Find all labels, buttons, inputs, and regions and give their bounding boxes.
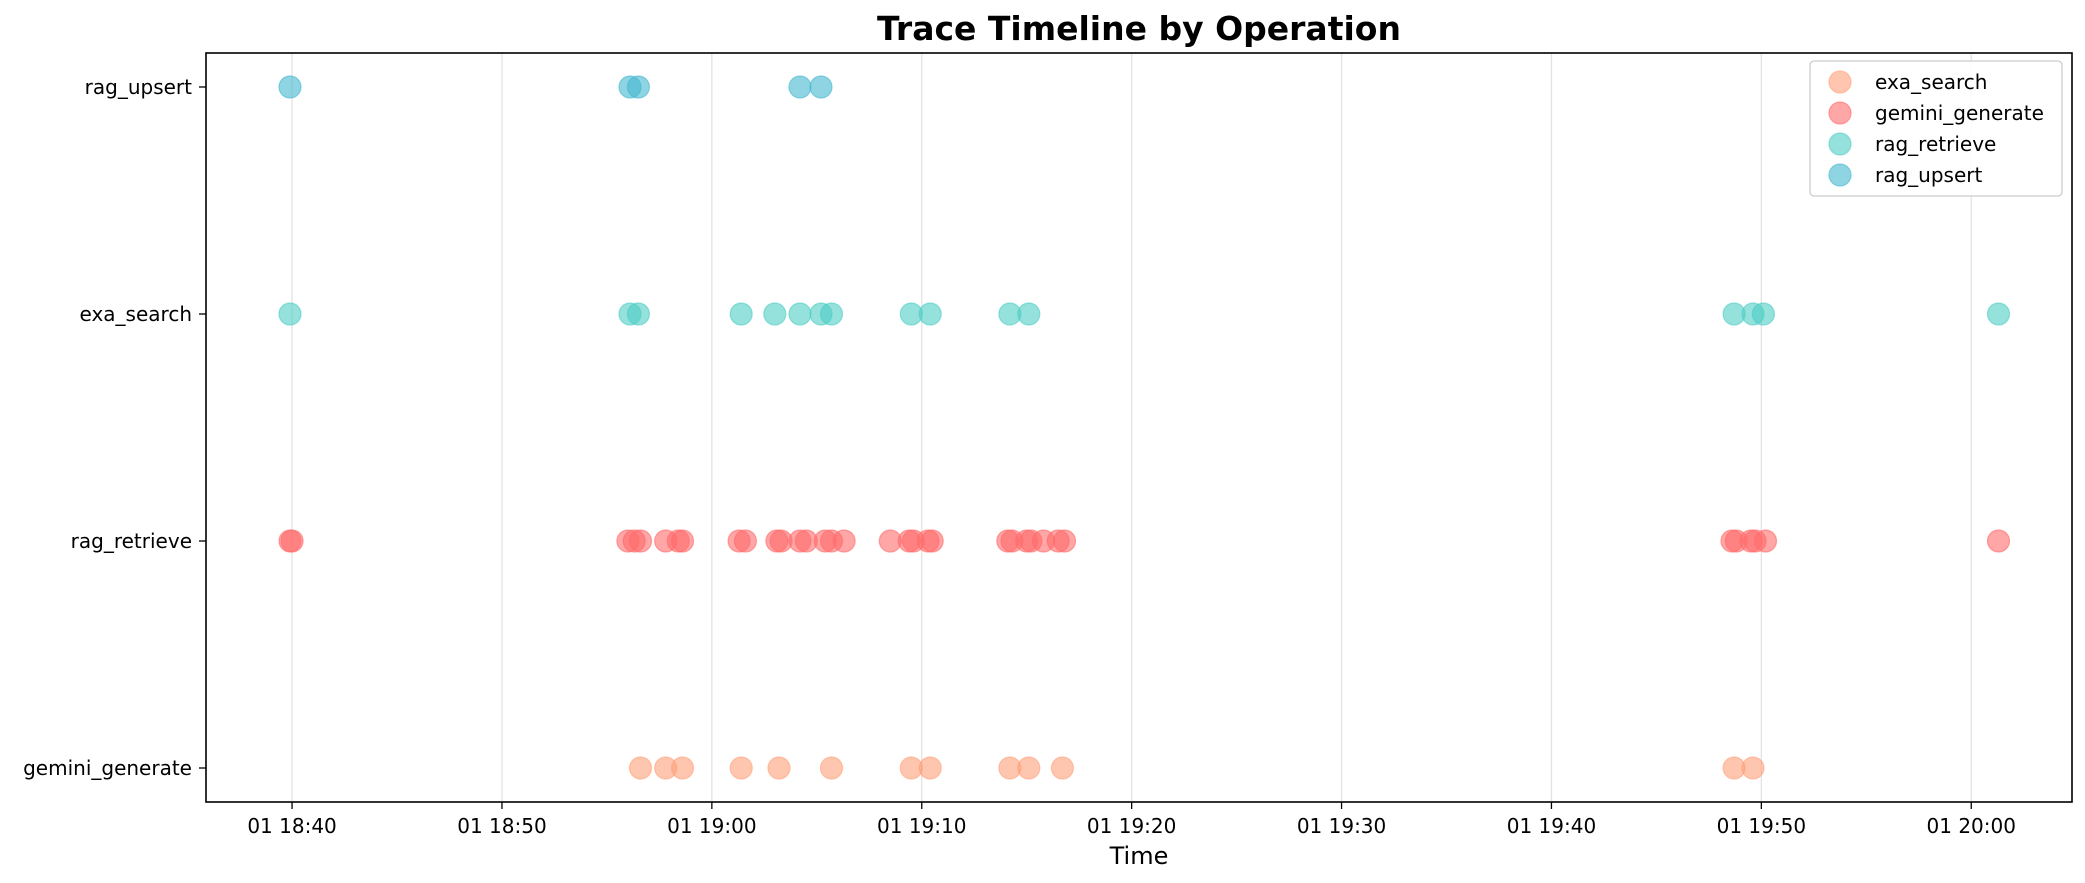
legend-marker <box>1828 101 1852 125</box>
legend-label: exa_search <box>1875 70 1987 94</box>
data-point <box>729 302 753 326</box>
x-tick-label: 01 19:10 <box>877 814 966 838</box>
data-point <box>788 75 812 99</box>
x-tick-label: 01 18:50 <box>457 814 546 838</box>
legend-marker <box>1828 70 1852 94</box>
data-point <box>280 529 304 553</box>
data-point <box>626 75 651 99</box>
data-point <box>832 529 856 553</box>
data-point <box>1751 302 1776 326</box>
data-point <box>1017 302 1041 326</box>
legend-label: rag_upsert <box>1875 163 1982 187</box>
data-point <box>819 302 844 326</box>
legend-marker <box>1828 163 1852 187</box>
y-tick-label: gemini_generate <box>23 756 192 780</box>
data-point <box>1050 756 1075 780</box>
data-point <box>278 302 302 326</box>
x-tick-label: 01 19:50 <box>1717 814 1806 838</box>
y-tick-label: exa_search <box>80 302 192 326</box>
data-point <box>628 529 653 553</box>
data-point <box>788 302 812 326</box>
data-point <box>918 302 942 326</box>
data-point <box>1753 529 1778 553</box>
axes-frame <box>205 52 2073 803</box>
legend-label: rag_retrieve <box>1875 132 1996 156</box>
x-axis-label: Time <box>1109 842 1169 870</box>
data-point <box>767 756 791 780</box>
data-point <box>670 756 695 780</box>
x-tick-label: 01 19:00 <box>667 814 756 838</box>
x-tick-label: 01 19:40 <box>1507 814 1596 838</box>
data-point <box>763 302 787 326</box>
series-gemini_generate <box>278 529 2011 553</box>
y-axis-ticks: gemini_generate rag_retrieve exa_search rag… <box>23 75 206 780</box>
y-tick-label: rag_retrieve <box>71 529 192 553</box>
x-axis-ticks: 01 18:40 01 18:50 01 19:00 01 19:10 01 19:20… <box>247 802 2016 838</box>
data-point <box>1986 302 2011 326</box>
data-point <box>819 756 844 780</box>
y-tick-label: rag_upsert <box>85 75 192 99</box>
data-point <box>278 75 302 99</box>
data-point <box>1052 529 1077 553</box>
data-point <box>670 529 695 553</box>
data-point <box>1741 756 1765 780</box>
legend-marker <box>1828 132 1852 156</box>
legend-box <box>1809 60 2063 197</box>
legend-label: gemini_generate <box>1875 101 2044 125</box>
data-point <box>1986 529 2011 553</box>
data-point <box>626 302 651 326</box>
series-exa_search <box>628 756 1765 780</box>
x-tick-label: 01 19:30 <box>1297 814 1386 838</box>
x-tick-label: 01 18:40 <box>247 814 336 838</box>
data-point <box>1017 756 1041 780</box>
x-tick-label: 01 20:00 <box>1927 814 2016 838</box>
data-point <box>920 529 944 553</box>
data-point <box>729 756 753 780</box>
points-layer <box>278 75 2011 780</box>
chart-title: Trace Timeline by Operation <box>877 9 1401 48</box>
series-rag_upsert <box>278 75 833 99</box>
data-point <box>809 75 833 99</box>
legend: exa_search gemini_generate rag_retrieverag… <box>1809 60 2063 197</box>
series-rag_retrieve <box>278 302 2011 326</box>
grid-layer <box>291 53 1972 802</box>
data-point <box>733 529 758 553</box>
data-point <box>918 756 942 780</box>
data-point <box>628 756 653 780</box>
x-tick-label: 01 19:20 <box>1087 814 1176 838</box>
